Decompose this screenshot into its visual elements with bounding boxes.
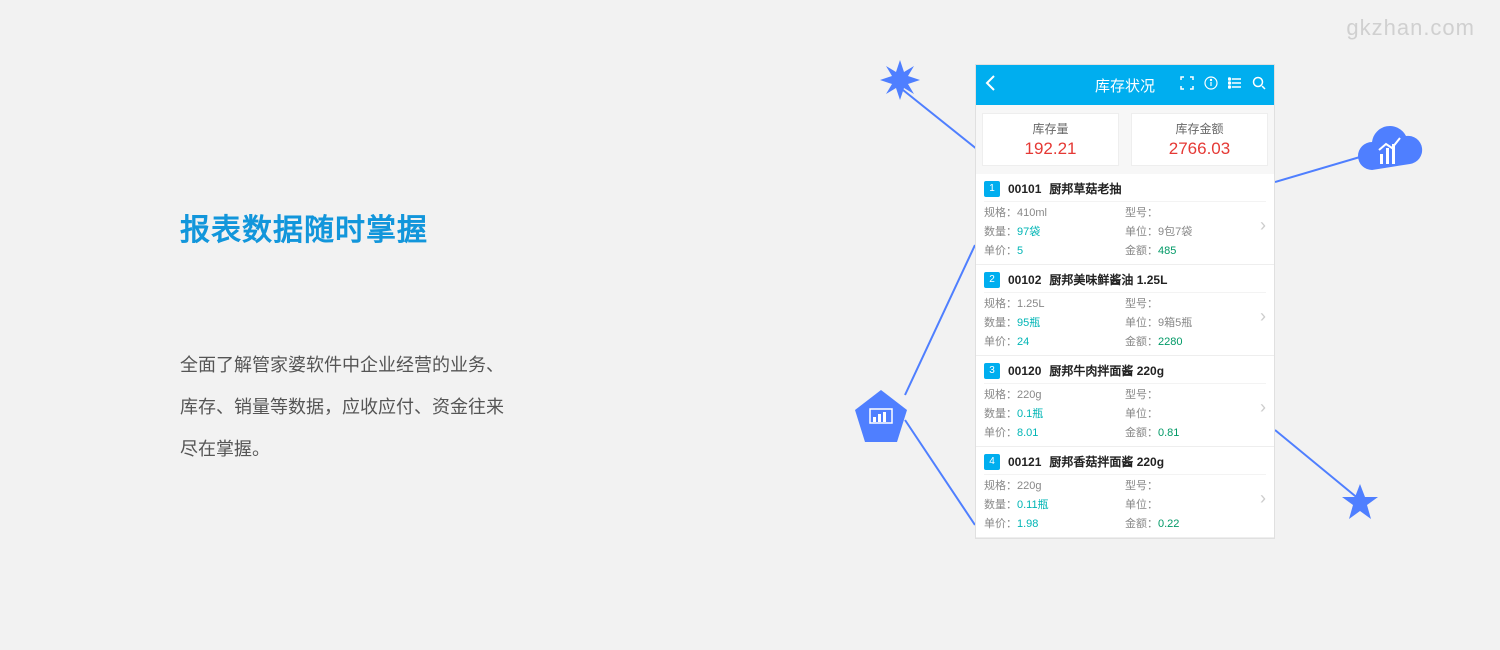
pentagon-badge <box>852 388 910 446</box>
app-header: 库存状况 <box>976 65 1274 105</box>
item-index: 1 <box>984 181 1000 197</box>
back-icon[interactable] <box>984 74 998 97</box>
description-line: 尽在掌握。 <box>180 428 680 470</box>
inventory-item[interactable]: 2 00102 厨邦美味鲜酱油 1.25L 规格：1.25L型号：数量：95瓶单位：9… <box>976 265 1274 356</box>
inventory-item[interactable]: 1 00101 厨邦草菇老抽规格：410ml型号：数量：97袋单位：9包7袋单价：5… <box>976 174 1274 265</box>
inventory-list: 100101厨邦草菇老抽规格：410ml型号：数量：97袋单位：9包7袋单价：5… <box>976 174 1274 538</box>
item-model: 型号： <box>1125 386 1266 402</box>
item-qty: 数量：97袋 <box>984 223 1125 239</box>
summary-qty-value: 192.21 <box>983 139 1118 159</box>
starburst-icon <box>880 60 920 100</box>
marketing-text-block: 报表数据随时掌握 全面了解管家婆软件中企业经营的业务、 库存、销量等数据，应收应… <box>180 205 680 470</box>
app-screenshot: 库存状况 <box>975 64 1275 539</box>
item-spec: 规格：410ml <box>984 204 1125 220</box>
cloud-badge <box>1352 120 1428 186</box>
item-spec: 规格：220g <box>984 386 1125 402</box>
star-icon <box>1340 482 1380 522</box>
summary-row: 库存量 192.21 库存金额 2766.03 <box>976 105 1274 174</box>
item-amount: 金额：0.81 <box>1125 424 1266 440</box>
item-price: 单价：8.01 <box>984 424 1125 440</box>
item-unit: 单位：9包7袋 <box>1125 223 1266 239</box>
summary-qty-label: 库存量 <box>983 120 1118 137</box>
watermark-text: gkzhan.com <box>1346 15 1475 41</box>
description: 全面了解管家婆软件中企业经营的业务、 库存、销量等数据，应收应付、资金往来 尽在… <box>180 344 680 470</box>
scan-icon[interactable] <box>1180 76 1194 95</box>
list-icon[interactable] <box>1228 76 1242 95</box>
item-price: 单价：24 <box>984 333 1125 349</box>
item-model: 型号： <box>1125 477 1266 493</box>
item-spec: 规格：220g <box>984 477 1125 493</box>
connector-line <box>900 240 980 400</box>
item-model: 型号： <box>1125 295 1266 311</box>
item-code: 00101 <box>1008 182 1041 196</box>
item-amount: 金额：2280 <box>1125 333 1266 349</box>
headline: 报表数据随时掌握 <box>180 205 680 249</box>
item-name: 厨邦美味鲜酱油 1.25L <box>1049 271 1167 288</box>
chevron-right-icon: › <box>1260 397 1266 418</box>
item-qty: 数量：95瓶 <box>984 314 1125 330</box>
summary-amount-value: 2766.03 <box>1132 139 1267 159</box>
item-name: 厨邦香菇拌面酱 220g <box>1049 453 1164 470</box>
item-unit: 单位： <box>1125 496 1266 512</box>
item-code: 00102 <box>1008 273 1041 287</box>
item-index: 2 <box>984 272 1000 288</box>
description-line: 库存、销量等数据，应收应付、资金往来 <box>180 386 680 428</box>
item-code: 00121 <box>1008 455 1041 469</box>
item-spec: 规格：1.25L <box>984 295 1125 311</box>
inventory-item[interactable]: 3 00120 厨邦牛肉拌面酱 220g 规格：220g型号：数量：0.1瓶单位：单价… <box>976 356 1274 447</box>
item-name: 厨邦草菇老抽 <box>1049 180 1121 197</box>
item-unit: 单位：9箱5瓶 <box>1125 314 1266 330</box>
chevron-right-icon: › <box>1260 306 1266 327</box>
item-qty: 数量：0.1瓶 <box>984 405 1125 421</box>
item-unit: 单位： <box>1125 405 1266 421</box>
chevron-right-icon: › <box>1260 488 1266 509</box>
connector-line <box>900 415 980 535</box>
inventory-item[interactable]: 4 00121 厨邦香菇拌面酱 220g 规格：220g型号：数量：0.11瓶单位：单… <box>976 447 1274 538</box>
description-line: 全面了解管家婆软件中企业经营的业务、 <box>180 344 680 386</box>
search-icon[interactable] <box>1252 76 1266 95</box>
item-model: 型号： <box>1125 204 1266 220</box>
summary-qty-card: 库存量 192.21 <box>982 113 1119 166</box>
item-name: 厨邦牛肉拌面酱 220g <box>1049 362 1164 379</box>
item-amount: 金额：0.22 <box>1125 515 1266 531</box>
summary-amount-label: 库存金额 <box>1132 120 1267 137</box>
item-qty: 数量：0.11瓶 <box>984 496 1125 512</box>
item-index: 3 <box>984 363 1000 379</box>
chevron-right-icon: › <box>1260 215 1266 236</box>
item-amount: 金额：485 <box>1125 242 1266 258</box>
item-price: 单价：5 <box>984 242 1125 258</box>
item-price: 单价：1.98 <box>984 515 1125 531</box>
item-index: 4 <box>984 454 1000 470</box>
summary-amount-card: 库存金额 2766.03 <box>1131 113 1268 166</box>
item-code: 00120 <box>1008 364 1041 378</box>
info-icon[interactable] <box>1204 76 1218 95</box>
